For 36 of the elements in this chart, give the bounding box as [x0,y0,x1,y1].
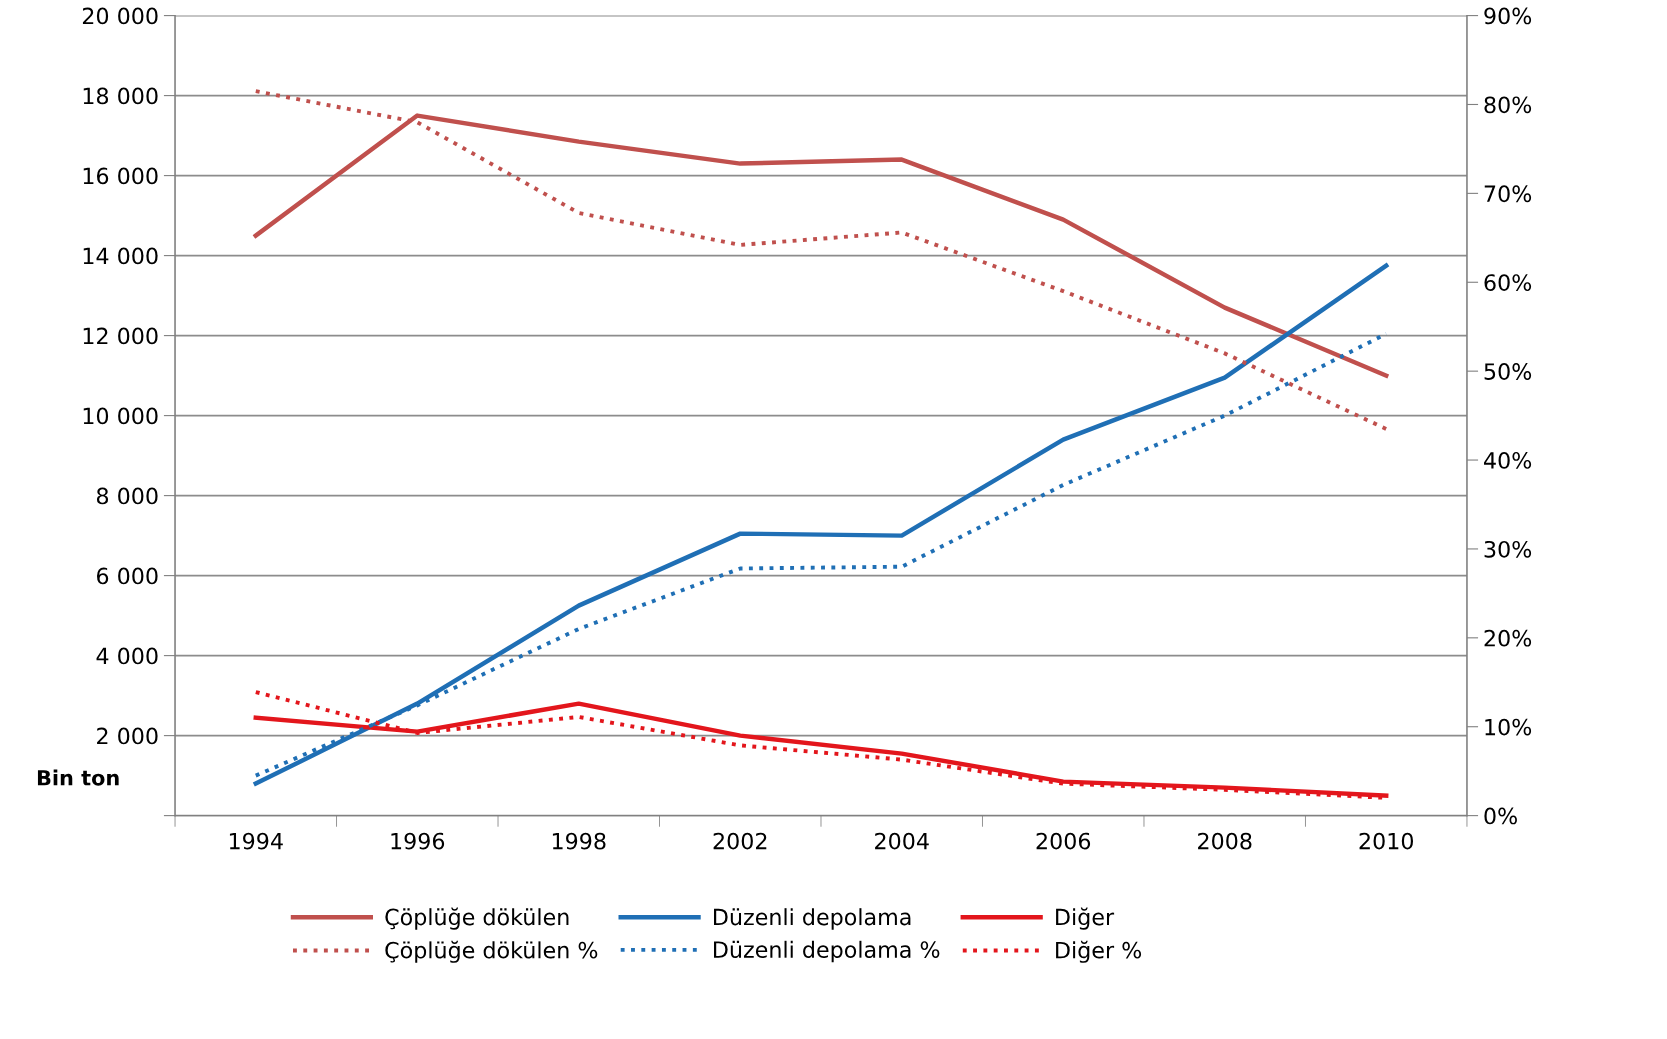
line-series [253,89,1389,431]
y2-tick-label: 60% [1484,274,1532,292]
x-tick-label: 1994 [229,832,283,850]
y-axis-title: Bin ton [37,769,119,786]
y-tick-label: 8 000 [96,487,158,505]
y-tick-label: 18 000 [83,87,158,105]
x-tick-label: 2002 [713,832,767,850]
y2-tick-label: 50% [1484,363,1532,380]
x-tick-label: 2010 [1359,832,1414,850]
legend-label: Diğer [1056,907,1115,930]
y-tick-label: 2 000 [97,727,158,745]
x-tick-label: 2008 [1198,832,1252,850]
y-tick-label: 10 000 [83,407,158,425]
y-tick-label: 4 000 [96,647,158,665]
y-tick-label: 16 000 [83,167,158,185]
y2-tick-label: 40% [1484,452,1532,469]
y2-tick-label: 90% [1484,7,1532,25]
y-tick-label: 20 000 [82,7,158,25]
y-tick-label: 12 000 [83,327,158,345]
x-tick-label: 1998 [552,832,606,850]
y2-tick-label: 70% [1484,185,1532,203]
y2-tick-label: 30% [1484,540,1532,558]
legend-label: Çöplüğe dökülen [385,907,569,930]
legend-label: Düzenli depolama [714,908,911,930]
y2-tick-label: 10% [1485,718,1532,736]
x-tick-label: 1996 [391,832,445,850]
legend-label: Çöplüğe dökülen % [385,940,598,963]
y-tick-label: 6 000 [97,567,158,585]
legend-label: Diğer % [1056,940,1142,963]
x-tick-label: 2004 [875,832,929,850]
legend-label: Düzenli depolama % [714,940,940,963]
x-tick-label: 2006 [1036,832,1091,850]
y-tick-label: 14 000 [83,247,158,265]
y2-tick-label: 20% [1484,629,1532,647]
y2-tick-label: 80% [1484,96,1532,114]
y2-tick-label: 0% [1484,807,1517,825]
